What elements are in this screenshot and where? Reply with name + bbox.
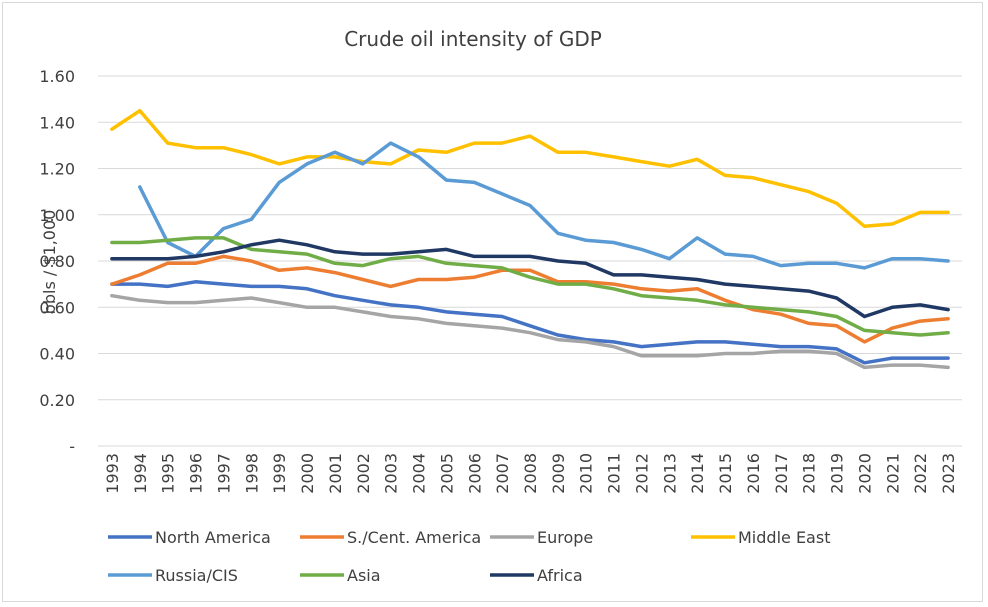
x-tick-label: 1999	[270, 453, 289, 494]
legend-label: Russia/CIS	[155, 566, 238, 585]
y-tick-label: 0.40	[39, 345, 75, 364]
x-tick-label: 2004	[410, 453, 429, 494]
series-line	[110, 236, 950, 337]
y-tick-label: 1.20	[39, 160, 75, 179]
series-line	[110, 280, 950, 365]
x-tick-label: 2002	[354, 453, 373, 494]
x-tick-label: 2011	[605, 453, 624, 494]
x-tick-label: 1994	[131, 453, 150, 494]
series-line	[110, 238, 950, 319]
y-tick-label: 1.00	[39, 206, 75, 225]
legend-item: Africa	[490, 566, 583, 585]
x-axis-ticks: 1993 1994 1995 1996 1997 1998 1999 2000 2001 2002…	[103, 453, 958, 494]
series-line	[110, 108, 950, 229]
x-tick-label: 2007	[493, 453, 512, 494]
legend-item: Asia	[300, 566, 381, 585]
y-axis-ticks: - 0.20 0.40 0.60 0.80 1.00 1.20 1.40 1.60	[39, 67, 75, 456]
legend-item: North America	[108, 528, 271, 547]
legend: North America S./Cent. America Europe Middl…	[108, 528, 830, 585]
x-tick-label: 2019	[828, 453, 847, 494]
legend-item: Europe	[490, 528, 593, 547]
x-tick-label: 2021	[883, 453, 902, 494]
y-tick-label: 1.40	[39, 113, 75, 132]
x-tick-label: 2023	[939, 453, 958, 494]
x-tick-label: 1993	[103, 453, 122, 494]
x-tick-label: 1995	[159, 453, 178, 494]
grid	[98, 75, 962, 447]
legend-label: Middle East	[738, 528, 830, 547]
legend-label: North America	[155, 528, 271, 547]
chart-title: Crude oil intensity of GDP	[344, 27, 602, 51]
series-lines	[110, 108, 950, 370]
series-line	[110, 293, 950, 370]
x-tick-label: 2001	[326, 453, 345, 494]
y-tick-label: 1.60	[39, 67, 75, 86]
x-tick-label: 1998	[242, 453, 261, 494]
x-tick-label: 2003	[382, 453, 401, 494]
x-tick-label: 2018	[800, 453, 819, 494]
x-tick-label: 1996	[187, 453, 206, 494]
legend-label: Africa	[537, 566, 583, 585]
legend-item: Russia/CIS	[108, 566, 238, 585]
legend-label: Asia	[347, 566, 381, 585]
y-tick-label: 0.60	[39, 298, 75, 317]
y-tick-label: 0.20	[39, 391, 75, 410]
x-tick-label: 2000	[298, 453, 317, 494]
x-tick-label: 2009	[549, 453, 568, 494]
line-chart: Crude oil intensity of GDP bbls / $1,000…	[39, 27, 962, 585]
series-line	[110, 254, 950, 344]
x-tick-label: 2016	[744, 453, 763, 494]
legend-label: S./Cent. America	[347, 528, 481, 547]
x-tick-label: 2015	[716, 453, 735, 494]
legend-label: Europe	[537, 528, 593, 547]
x-tick-label: 2013	[660, 453, 679, 494]
x-tick-label: 2008	[521, 453, 540, 494]
y-tick-label: -	[69, 437, 75, 456]
x-tick-label: 2017	[772, 453, 791, 494]
x-tick-label: 1997	[214, 453, 233, 494]
x-tick-label: 2005	[437, 453, 456, 494]
x-tick-label: 2010	[577, 453, 596, 494]
y-axis-title: bbls / $1,000	[40, 210, 59, 315]
legend-item: S./Cent. America	[300, 528, 481, 547]
y-tick-label: 0.80	[39, 252, 75, 271]
x-tick-label: 2014	[688, 453, 707, 494]
x-tick-label: 2006	[465, 453, 484, 494]
x-tick-label: 2020	[855, 453, 874, 494]
x-tick-label: 2012	[632, 453, 651, 494]
legend-item: Middle East	[691, 528, 830, 547]
series-line	[138, 141, 950, 270]
x-tick-label: 2022	[911, 453, 930, 494]
